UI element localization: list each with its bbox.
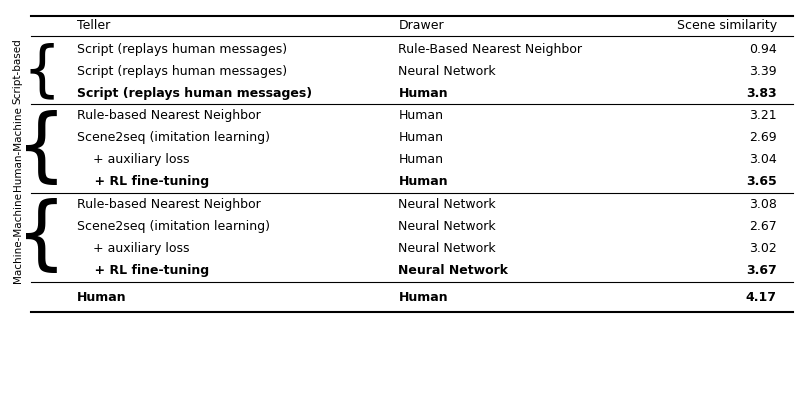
Text: Human: Human [398,87,448,100]
Text: 3.21: 3.21 [749,109,777,122]
Text: Teller: Teller [77,19,110,32]
Text: 2.69: 2.69 [749,131,777,144]
Text: 4.17: 4.17 [745,291,777,304]
Text: Human: Human [398,153,444,166]
Text: 3.65: 3.65 [746,175,777,188]
Text: + RL fine-tuning: + RL fine-tuning [77,175,209,188]
Text: + auxiliary loss: + auxiliary loss [77,242,190,255]
Text: Scene2seq (imitation learning): Scene2seq (imitation learning) [77,131,270,144]
Text: Machine-Machine: Machine-Machine [13,192,23,283]
Text: 3.67: 3.67 [746,264,777,277]
Text: Human: Human [398,175,448,188]
Text: Script (replays human messages): Script (replays human messages) [77,87,312,100]
Text: 3.02: 3.02 [749,242,777,255]
Text: {: { [23,42,61,101]
Text: 3.08: 3.08 [749,198,777,211]
Text: + auxiliary loss: + auxiliary loss [77,153,190,166]
Text: Human: Human [398,109,444,122]
Text: Neural Network: Neural Network [398,242,496,255]
Text: Script-based: Script-based [13,38,23,104]
Text: {: { [16,198,68,277]
Text: Rule-based Nearest Neighbor: Rule-based Nearest Neighbor [77,198,261,211]
Text: {: { [16,110,68,188]
Text: Script (replays human messages): Script (replays human messages) [77,43,287,56]
Text: Neural Network: Neural Network [398,220,496,233]
Text: Script (replays human messages): Script (replays human messages) [77,65,287,78]
Text: Neural Network: Neural Network [398,198,496,211]
Text: Scene similarity: Scene similarity [677,19,777,32]
Text: Human-Machine: Human-Machine [13,106,23,191]
Text: Human: Human [398,291,448,304]
Text: 3.04: 3.04 [749,153,777,166]
Text: 3.83: 3.83 [746,87,777,100]
Text: Rule-Based Nearest Neighbor: Rule-Based Nearest Neighbor [398,43,583,56]
Text: Rule-based Nearest Neighbor: Rule-based Nearest Neighbor [77,109,261,122]
Text: 2.67: 2.67 [749,220,777,233]
Text: Neural Network: Neural Network [398,65,496,78]
Text: 0.94: 0.94 [749,43,777,56]
Text: Human: Human [398,131,444,144]
Text: Scene2seq (imitation learning): Scene2seq (imitation learning) [77,220,270,233]
Text: 3.39: 3.39 [749,65,777,78]
Text: Drawer: Drawer [398,19,444,32]
Text: Neural Network: Neural Network [398,264,509,277]
Text: Human: Human [77,291,127,304]
Text: + RL fine-tuning: + RL fine-tuning [77,264,209,277]
